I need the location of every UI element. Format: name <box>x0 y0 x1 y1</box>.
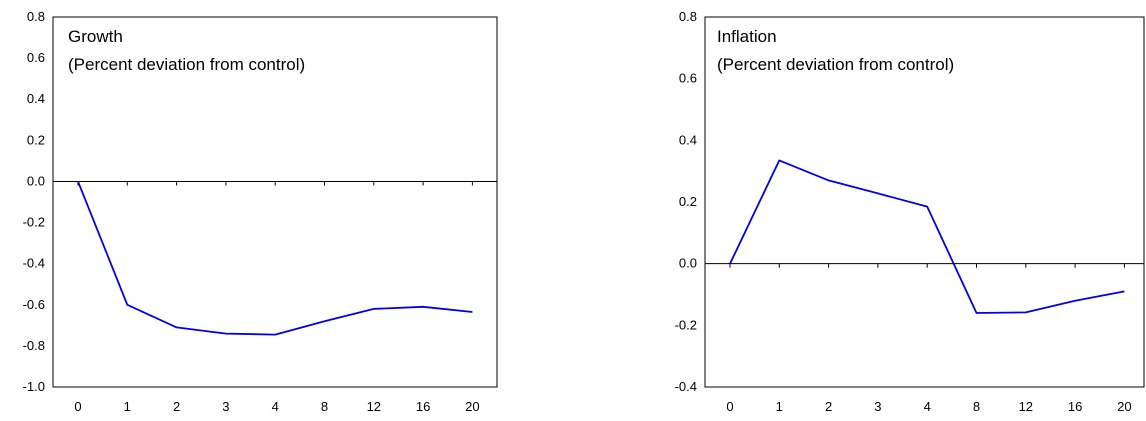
inflation-x-tick-label: 20 <box>1117 399 1131 414</box>
inflation-x-tick-label: 3 <box>874 399 881 414</box>
inflation-chart-title: Inflation <box>717 27 777 46</box>
inflation-x-tick-label: 8 <box>973 399 980 414</box>
inflation-x-tick-label: 4 <box>924 399 931 414</box>
inflation-x-tick-label: 2 <box>825 399 832 414</box>
inflation-x-tick-label: 12 <box>1019 399 1033 414</box>
growth-chart: Growth (Percent deviation from control) … <box>23 9 498 414</box>
growth-y-tick-label: -0.4 <box>23 256 45 271</box>
growth-chart-subtitle: (Percent deviation from control) <box>68 55 305 74</box>
growth-x-tick-label: 20 <box>465 399 479 414</box>
inflation-y-tick-label: 0.8 <box>679 9 697 24</box>
inflation-series-line <box>729 159 1125 314</box>
inflation-x-tick-label: 1 <box>776 399 783 414</box>
inflation-y-tick-label: 0.6 <box>679 71 697 86</box>
inflation-chart: Inflation (Percent deviation from contro… <box>675 9 1145 414</box>
growth-x-tick-label: 2 <box>173 399 180 414</box>
growth-y-tick-label: 0.8 <box>27 9 45 24</box>
growth-y-tick-label: -1.0 <box>23 379 45 394</box>
growth-chart-title: Growth <box>68 27 123 46</box>
growth-series-line <box>77 181 473 336</box>
inflation-plot-frame <box>704 16 1145 388</box>
growth-y-tick-label: 0.4 <box>27 91 45 106</box>
growth-x-tick-label: 16 <box>416 399 430 414</box>
growth-y-tick-label: -0.8 <box>23 338 45 353</box>
inflation-x-tick-label: 0 <box>726 399 733 414</box>
growth-y-tick-label: 0.2 <box>27 132 45 147</box>
growth-x-tick-label: 8 <box>321 399 328 414</box>
growth-y-tick-label: 0.0 <box>27 173 45 188</box>
inflation-x-tick-label: 16 <box>1068 399 1082 414</box>
inflation-y-tick-label: 0.4 <box>679 132 697 147</box>
inflation-chart-subtitle: (Percent deviation from control) <box>717 55 954 74</box>
inflation-y-tick-label: -0.2 <box>675 317 697 332</box>
growth-plot-frame <box>52 16 498 388</box>
growth-y-tick-label: -0.6 <box>23 297 45 312</box>
growth-x-tick-label: 0 <box>74 399 81 414</box>
growth-y-tick-label: -0.2 <box>23 215 45 230</box>
growth-y-tick-label: 0.6 <box>27 50 45 65</box>
inflation-y-tick-label: -0.4 <box>675 379 697 394</box>
growth-x-tick-label: 3 <box>222 399 229 414</box>
growth-x-tick-label: 1 <box>124 399 131 414</box>
growth-x-tick-label: 12 <box>367 399 381 414</box>
growth-x-tick-label: 4 <box>272 399 279 414</box>
inflation-y-tick-label: 0.0 <box>679 256 697 271</box>
inflation-y-tick-label: 0.2 <box>679 194 697 209</box>
